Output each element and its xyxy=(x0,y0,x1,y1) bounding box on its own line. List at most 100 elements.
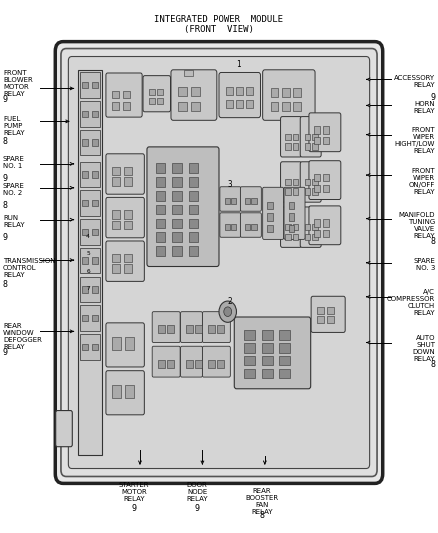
Bar xyxy=(285,179,290,185)
FancyBboxPatch shape xyxy=(240,187,261,211)
Bar xyxy=(186,325,193,334)
Bar xyxy=(323,219,329,227)
FancyBboxPatch shape xyxy=(171,70,217,120)
Text: SPARE
NO. 1: SPARE NO. 1 xyxy=(3,156,25,169)
Bar xyxy=(112,166,120,175)
Bar xyxy=(155,177,165,187)
Bar xyxy=(80,162,100,187)
Bar xyxy=(112,102,119,110)
Bar xyxy=(80,190,100,216)
Bar xyxy=(172,246,182,256)
Bar xyxy=(289,201,294,209)
Bar xyxy=(244,330,255,340)
Bar xyxy=(217,360,224,368)
FancyBboxPatch shape xyxy=(309,161,341,199)
Bar xyxy=(191,87,200,96)
Bar xyxy=(112,254,120,262)
Bar xyxy=(80,334,100,360)
Bar xyxy=(314,174,320,181)
Bar xyxy=(271,88,279,98)
Text: RUN
RELAY: RUN RELAY xyxy=(3,215,25,228)
Bar xyxy=(251,224,257,230)
FancyBboxPatch shape xyxy=(106,241,145,281)
Bar xyxy=(82,315,88,321)
Bar xyxy=(92,315,98,321)
FancyBboxPatch shape xyxy=(106,197,145,238)
Bar xyxy=(112,177,120,185)
Bar xyxy=(80,130,100,156)
FancyBboxPatch shape xyxy=(61,49,377,477)
Bar xyxy=(195,360,202,368)
Bar xyxy=(323,184,329,192)
Bar xyxy=(157,98,162,104)
Bar xyxy=(231,224,236,230)
Bar xyxy=(189,205,198,214)
Bar xyxy=(268,201,273,209)
Bar xyxy=(92,140,98,146)
Bar xyxy=(184,70,193,76)
Bar xyxy=(236,100,243,108)
FancyBboxPatch shape xyxy=(309,206,341,245)
Bar xyxy=(282,102,290,111)
FancyBboxPatch shape xyxy=(180,346,202,377)
Bar xyxy=(293,188,298,195)
Bar xyxy=(293,179,298,185)
Bar xyxy=(82,140,88,146)
FancyBboxPatch shape xyxy=(263,70,315,120)
Bar xyxy=(251,198,257,204)
Bar xyxy=(155,219,165,228)
FancyBboxPatch shape xyxy=(152,312,180,343)
Bar xyxy=(92,229,98,235)
Bar xyxy=(304,188,310,195)
FancyBboxPatch shape xyxy=(281,207,301,247)
Bar xyxy=(166,325,173,334)
Bar xyxy=(323,174,329,181)
Text: 8: 8 xyxy=(430,360,435,369)
Bar xyxy=(285,134,290,140)
Text: 1: 1 xyxy=(237,60,241,69)
Bar xyxy=(304,233,310,240)
Bar xyxy=(262,356,273,366)
Bar xyxy=(304,224,310,230)
Bar xyxy=(82,344,88,350)
Bar xyxy=(314,184,320,192)
Text: DOOR
NODE
RELAY: DOOR NODE RELAY xyxy=(186,482,208,502)
Bar xyxy=(82,229,88,235)
Text: 2: 2 xyxy=(228,296,232,305)
Text: MANIFOLD
TUNING
VALVE
RELAY: MANIFOLD TUNING VALVE RELAY xyxy=(399,212,435,239)
Bar xyxy=(304,179,310,185)
Text: 8: 8 xyxy=(3,137,8,146)
Bar xyxy=(208,325,215,334)
Text: REAR
BOOSTER
FAN
RELAY: REAR BOOSTER FAN RELAY xyxy=(245,488,279,515)
Text: 9: 9 xyxy=(131,504,136,513)
Bar xyxy=(189,177,198,187)
Bar xyxy=(80,277,100,302)
Bar xyxy=(158,360,165,368)
Bar xyxy=(149,98,155,104)
Bar xyxy=(155,246,165,256)
Text: 8: 8 xyxy=(430,237,435,246)
Bar xyxy=(112,91,119,98)
Bar xyxy=(124,221,132,229)
FancyBboxPatch shape xyxy=(55,42,383,483)
FancyBboxPatch shape xyxy=(106,154,145,194)
Bar xyxy=(124,264,132,273)
Bar xyxy=(268,213,273,221)
Bar xyxy=(178,87,187,96)
Text: 8: 8 xyxy=(3,279,8,288)
Text: (FRONT  VIEW): (FRONT VIEW) xyxy=(184,26,254,35)
Text: 9: 9 xyxy=(3,174,8,183)
Bar xyxy=(245,198,251,204)
Text: HORN
RELAY: HORN RELAY xyxy=(413,101,435,114)
FancyBboxPatch shape xyxy=(311,296,345,333)
Bar xyxy=(172,232,182,242)
Bar xyxy=(279,343,290,353)
Text: 3: 3 xyxy=(228,180,232,189)
Text: 6: 6 xyxy=(86,269,90,274)
FancyBboxPatch shape xyxy=(263,187,284,239)
Bar xyxy=(124,210,132,219)
FancyBboxPatch shape xyxy=(300,117,321,157)
Bar xyxy=(189,164,198,173)
Bar xyxy=(293,88,301,98)
Bar xyxy=(80,248,100,273)
